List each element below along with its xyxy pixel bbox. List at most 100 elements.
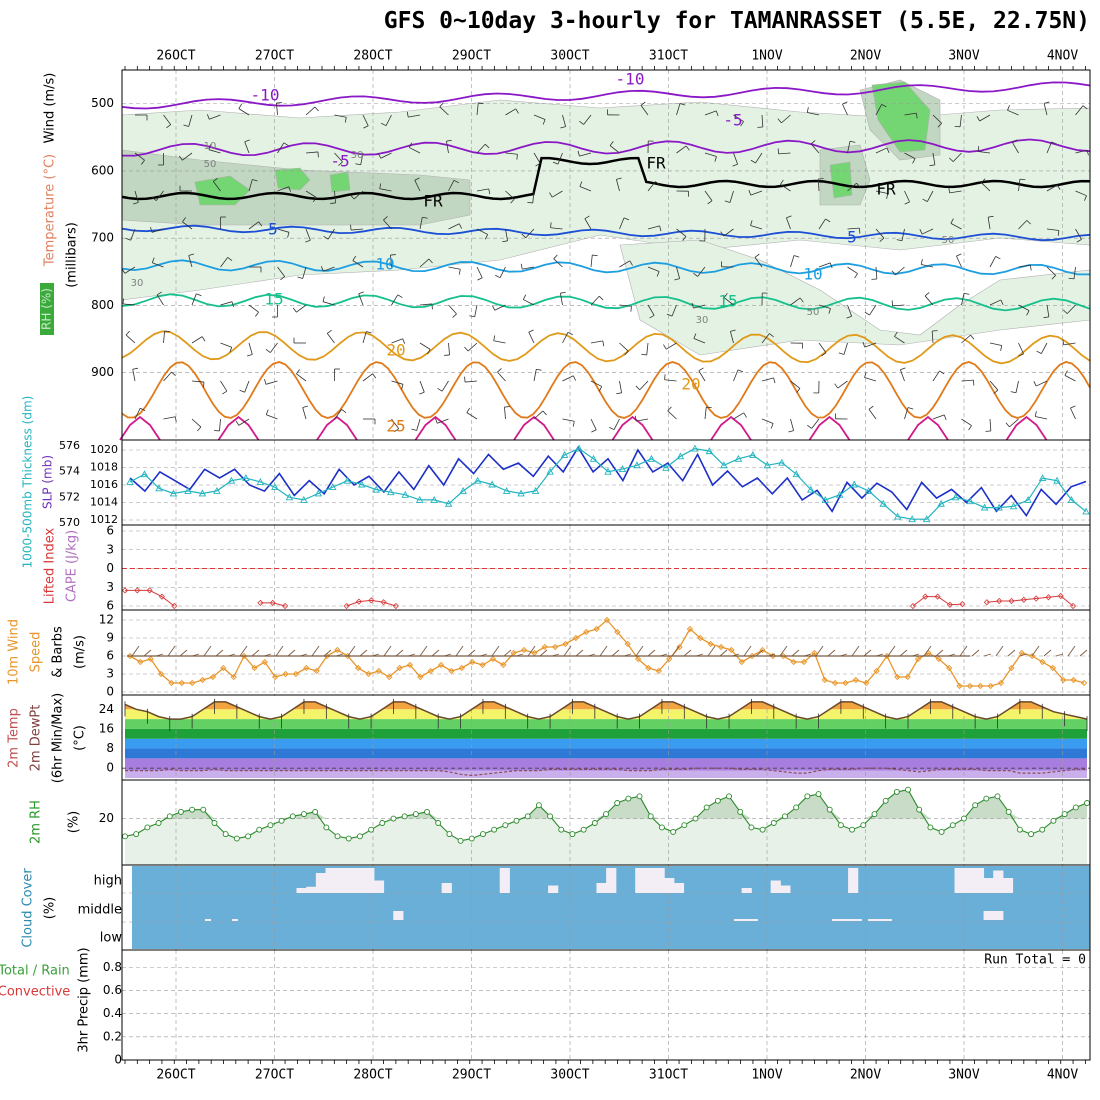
wind-barb	[495, 266, 506, 279]
wind-barb-10m	[467, 649, 476, 657]
isotherm	[121, 293, 1091, 312]
wind-speed-point	[966, 682, 974, 690]
thickness-point	[749, 451, 757, 458]
cloud-gap-high	[848, 868, 859, 893]
rh2m-point	[535, 802, 542, 809]
wind-barb	[247, 342, 253, 357]
wind-barb	[676, 228, 687, 241]
wind-barb	[666, 304, 677, 317]
wind-barb	[527, 190, 535, 204]
ylabel-cloud-unit: (%)	[43, 897, 58, 920]
wind-barb-10m	[1067, 645, 1076, 657]
wind-barb	[750, 152, 763, 164]
slp-tick: 1020	[90, 443, 118, 456]
rh2m-point	[446, 831, 453, 838]
wind-speed-point	[914, 655, 922, 663]
wind-barb	[265, 409, 278, 420]
cloud-gap-high	[325, 868, 336, 893]
rh2m-point	[871, 811, 878, 818]
wind-barb	[448, 266, 461, 275]
rh2m-point	[893, 788, 900, 795]
thickness-point	[937, 499, 945, 507]
wind-barb	[320, 266, 335, 272]
cloud-gap-high	[664, 878, 675, 893]
wind-barb	[439, 102, 449, 116]
rh-contour-label: 50	[204, 159, 217, 170]
wind-barb	[721, 261, 734, 268]
rh2m-point	[1016, 826, 1023, 833]
wind-speed-point	[572, 634, 580, 642]
wind-speed-point	[189, 679, 196, 687]
wind-barb	[733, 412, 747, 420]
wind-barb-10m	[779, 645, 788, 657]
thickness-point	[966, 497, 974, 505]
wind-barb-10m	[599, 645, 608, 657]
wind-speed-point	[437, 661, 445, 669]
wind-barb	[647, 266, 660, 277]
wind-speed-point	[375, 667, 383, 675]
cloud-gap-thin	[205, 919, 211, 921]
wind-speed-point	[842, 679, 849, 687]
rh2m-point	[390, 815, 397, 822]
wind-barb	[891, 300, 905, 307]
contour-label: FR	[646, 154, 666, 173]
wind-barb	[334, 368, 340, 381]
wind-barb-10m	[203, 645, 212, 657]
cloud-gap-high	[606, 868, 617, 893]
wind-barb	[847, 182, 861, 192]
thickness-point	[329, 483, 337, 491]
wind-speed-point	[209, 673, 217, 681]
wind-speed-point	[977, 682, 984, 690]
wind-speed-point	[821, 676, 828, 684]
wind-barb	[183, 114, 193, 127]
wind-barb	[961, 379, 975, 386]
wind-barb	[334, 152, 343, 166]
wind-barb	[932, 370, 945, 382]
wind-barb	[634, 415, 649, 422]
wind-barb	[122, 298, 136, 306]
li-point	[269, 599, 276, 606]
wind-barb	[191, 293, 202, 306]
wind-barb	[931, 330, 938, 344]
wind-barb	[676, 103, 686, 116]
cloud-gap-high	[335, 868, 346, 893]
wind-speed-point	[1039, 658, 1046, 666]
wind-barb	[476, 266, 483, 281]
rh2m-point	[1084, 800, 1090, 806]
wind-barb	[868, 405, 877, 420]
date-label-bottom: 3NOV	[948, 1068, 979, 1083]
date-label-top: 26OCT	[156, 49, 195, 64]
rh2m-point	[256, 826, 263, 833]
wind-barb-10m	[791, 649, 800, 657]
wind-barb	[900, 367, 906, 382]
rh2m-point	[524, 813, 531, 820]
wind-barb-10m	[971, 649, 980, 657]
wind-barb	[1012, 139, 1019, 154]
wind-speed-point	[562, 640, 569, 648]
rh-contour-label: 50	[942, 235, 955, 246]
rh2m-point	[480, 831, 486, 838]
wind-barb	[1075, 105, 1088, 116]
wind-barb	[133, 190, 139, 205]
date-label-top: 28OCT	[353, 49, 392, 64]
contour-label: 15	[718, 292, 737, 311]
ylabel-li: Lifted Index	[43, 527, 58, 604]
isotherm-30	[611, 415, 654, 441]
wind-barb	[135, 114, 148, 121]
wind-barb	[350, 224, 364, 231]
rh2m-point	[401, 813, 408, 820]
rh-contour-label: 30	[351, 150, 364, 161]
wind-barb	[276, 102, 282, 116]
wind-speed-point	[676, 643, 683, 651]
wind-barb	[125, 330, 136, 344]
wind-barb	[330, 190, 336, 204]
rh2m-point	[345, 835, 352, 842]
li-point	[1020, 596, 1027, 603]
cloud-gap-high	[364, 868, 375, 893]
wind-barb	[989, 256, 1001, 268]
wind-barb	[560, 291, 566, 306]
rh2m-point	[860, 822, 867, 829]
wind-barb	[750, 220, 763, 230]
rh-legend-label: RH (%)	[40, 288, 54, 330]
temp-tick: 16	[99, 721, 114, 735]
